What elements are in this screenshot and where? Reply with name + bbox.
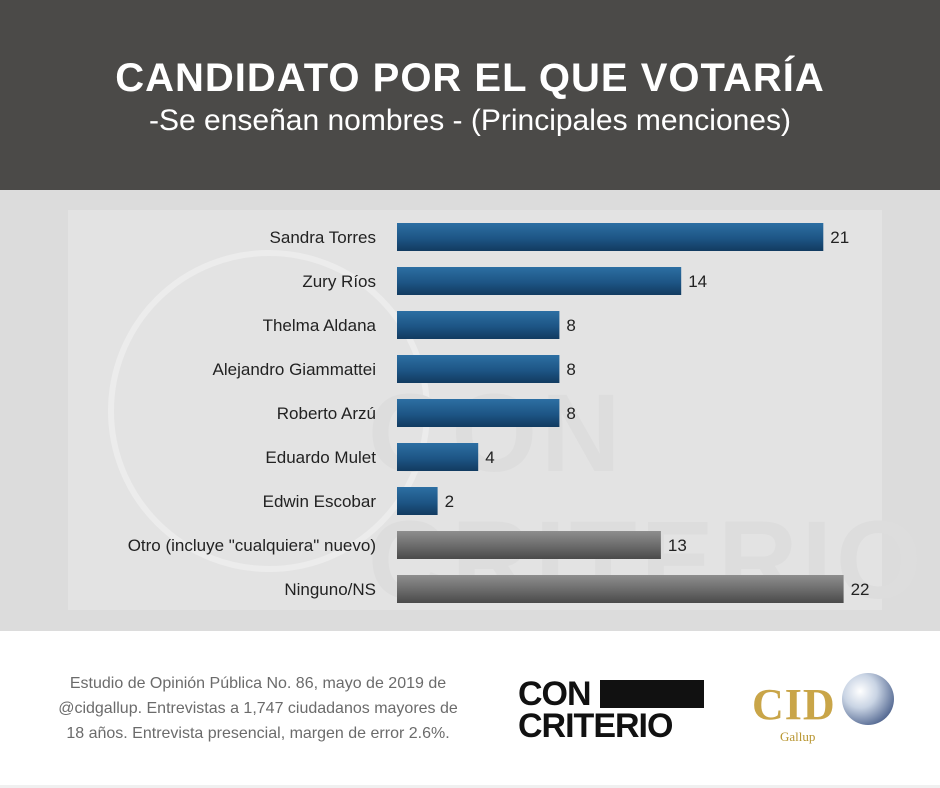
bar — [397, 575, 844, 603]
concriterio-logo: CON CRITERIO — [518, 677, 704, 743]
value-label: 8 — [566, 404, 575, 423]
globe-icon — [842, 673, 894, 725]
category-label: Roberto Arzú — [277, 404, 376, 423]
source-note: Estudio de Opinión Pública No. 86, mayo … — [28, 671, 488, 746]
logo-criterio-text: CRITERIO — [518, 707, 673, 745]
logo-cid-text: CID — [752, 680, 836, 729]
source-line: Estudio de Opinión Pública No. 86, mayo … — [69, 675, 447, 692]
value-label: 8 — [566, 316, 575, 335]
bar — [397, 443, 479, 471]
value-label: 22 — [851, 580, 870, 599]
source-line: 18 años. Entrevista presencial, margen d… — [66, 725, 450, 742]
cid-gallup-logo: CID Gallup — [752, 673, 898, 745]
chart-subtitle: -Se enseñan nombres - (Principales menci… — [149, 104, 791, 137]
source-line: @cidgallup. Entrevistas a 1,747 ciudadan… — [58, 700, 458, 717]
logo-con-text: CON — [518, 675, 592, 713]
logo-bar — [600, 680, 704, 708]
bar — [397, 267, 682, 295]
header-banner: CANDIDATO POR EL QUE VOTARÍA -Se enseñan… — [0, 0, 940, 190]
bar-chart: Sandra Torres 21 Zury Ríos 14 Thelma Aldana 8… — [128, 223, 870, 603]
value-label: 21 — [830, 228, 849, 247]
value-label: 8 — [566, 360, 575, 379]
chart-title: CANDIDATO POR EL QUE VOTARÍA — [115, 56, 825, 100]
category-label: Otro (incluye "cualquiera" nuevo) — [128, 536, 376, 555]
category-label: Sandra Torres — [270, 228, 376, 247]
category-label: Ninguno/NS — [284, 580, 376, 599]
footer: Estudio de Opinión Pública No. 86, mayo … — [0, 631, 940, 788]
value-label: 14 — [688, 272, 707, 291]
category-label: Alejandro Giammattei — [213, 360, 376, 379]
footer-divider — [0, 785, 940, 788]
bar — [397, 311, 560, 339]
bar — [397, 531, 661, 559]
bar — [397, 487, 438, 515]
bar — [397, 355, 560, 383]
category-label: Zury Ríos — [302, 272, 376, 291]
category-label: Thelma Aldana — [263, 316, 377, 335]
chart-area: CON CRITERIO Sandra Torres 21 Zury Ríos 14 T… — [0, 190, 940, 631]
bar — [397, 223, 824, 251]
value-label: 13 — [668, 536, 687, 555]
value-label: 2 — [445, 492, 454, 511]
value-label: 4 — [485, 448, 494, 467]
bar — [397, 399, 560, 427]
bars-group: Sandra Torres 21 Zury Ríos 14 Thelma Aldana 8… — [128, 223, 870, 603]
logo-gallup-text: Gallup — [780, 729, 816, 744]
category-label: Edwin Escobar — [263, 492, 377, 511]
category-label: Eduardo Mulet — [265, 448, 376, 467]
